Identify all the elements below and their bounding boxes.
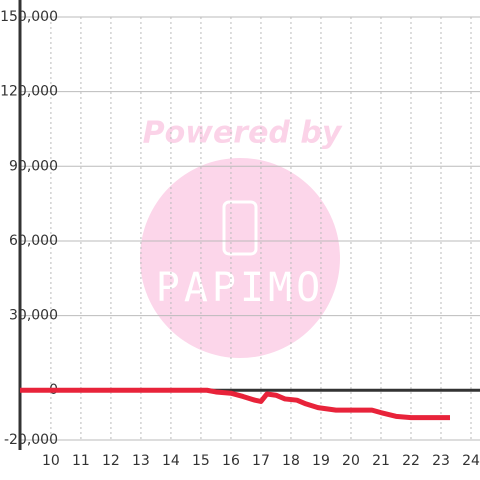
watermark-circle: [140, 158, 340, 358]
y-tick-label: 120,000: [0, 84, 58, 100]
y-tick-label: 90,000: [9, 158, 58, 174]
x-tick-label: 17: [252, 453, 270, 469]
watermark-logo: PAPIMO: [156, 265, 325, 311]
x-tick-label: 23: [432, 453, 450, 469]
x-tick-label: 12: [102, 453, 120, 469]
watermark-text: Powered by: [143, 116, 343, 151]
y-tick-label: 150,000: [0, 9, 58, 25]
x-tick-label: 20: [342, 453, 360, 469]
y-tick-label: 60,000: [9, 233, 58, 249]
x-tick-label: 24: [462, 453, 480, 469]
x-tick-label: 22: [402, 453, 420, 469]
x-tick-label: 13: [132, 453, 150, 469]
x-tick-label: 15: [192, 453, 210, 469]
x-tick-label: 18: [282, 453, 300, 469]
watermark-phone: [222, 200, 258, 256]
x-tick-label: 11: [72, 453, 90, 469]
y-tick-label: -20,000: [4, 432, 58, 448]
x-tick-label: 10: [42, 453, 60, 469]
y-tick-label: 30,000: [9, 308, 58, 324]
x-tick-label: 19: [312, 453, 330, 469]
x-tick-label: 16: [222, 453, 240, 469]
x-tick-label: 14: [162, 453, 180, 469]
data-line: [20, 387, 450, 421]
x-tick-label: 21: [372, 453, 390, 469]
